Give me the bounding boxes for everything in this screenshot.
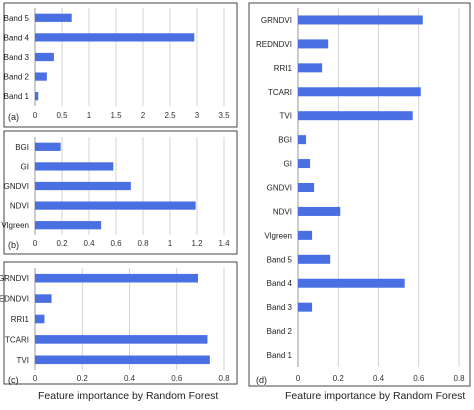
- category-label: TVI: [280, 112, 292, 121]
- category-label: Band 2: [267, 327, 293, 336]
- bar-band-4: [35, 33, 195, 42]
- category-label: Band 4: [267, 279, 293, 288]
- bar-band-4: [298, 278, 405, 288]
- x-tick-label: 0.6: [171, 374, 183, 383]
- bar-grndvi: [35, 273, 199, 283]
- x-tick-label: 1.2: [191, 239, 203, 248]
- left-x-axis-caption: Feature importance by Random Forest: [38, 390, 219, 402]
- x-tick-label: 3.5: [218, 111, 230, 120]
- bar-gndvi: [298, 183, 315, 192]
- category-label: BGI: [278, 136, 292, 145]
- x-tick-label: 0.8: [453, 374, 465, 383]
- bar-band-5: [298, 254, 331, 264]
- bar-gi: [35, 162, 114, 171]
- chart-panel-d: 0 0.2 0.4 0.6 0.8 GRNDVI REDNDVI RRI1 TCARI TVI BG…: [248, 2, 471, 387]
- category-label: Band 3: [4, 53, 30, 62]
- bar-redndvi: [35, 294, 52, 303]
- category-label: TVI: [17, 356, 29, 365]
- x-tick-label: 0.2: [333, 374, 345, 383]
- bar-ndvi: [35, 201, 196, 210]
- category-label: Band 4: [4, 33, 30, 42]
- bar-tvi: [35, 355, 210, 365]
- bar-rri1: [35, 314, 45, 324]
- bar-band-2: [35, 72, 47, 81]
- category-label: TCARI: [268, 88, 292, 97]
- panel-frame: [3, 130, 238, 255]
- category-label: GNDVI: [4, 182, 29, 191]
- bar-grndvi: [298, 15, 423, 25]
- x-tick-label: 0.2: [77, 374, 89, 383]
- right-x-axis-caption: Feature importance by Random Forest: [285, 390, 466, 402]
- x-tick-label: 1.5: [110, 111, 122, 120]
- chart-panel-a: 0 0.5 1 1.5 2 2.5 3 3.5 Band 5 Band 4 Band 3 Band 2…: [3, 2, 238, 128]
- bar-tvi: [298, 111, 413, 121]
- bar-gi: [298, 159, 311, 169]
- category-label: Band 5: [267, 255, 293, 264]
- category-label: NDVI: [273, 207, 292, 216]
- x-tick-label: 1.4: [218, 239, 230, 248]
- panel-label: (a): [8, 112, 19, 122]
- x-tick-label: 0.8: [218, 374, 230, 383]
- x-tick-label: 3: [195, 111, 200, 120]
- chart-panel-b: 0 0.2 0.4 0.6 0.8 1 1.2 1.4 BGI GI GNDVI NDVI Vlgree…: [1, 130, 238, 255]
- bar-ndvi: [298, 206, 341, 216]
- category-label: BGI: [15, 143, 29, 152]
- x-tick-label: 0.6: [413, 374, 425, 383]
- category-label: REDNDVI: [0, 295, 29, 304]
- category-label: RRI1: [11, 315, 30, 324]
- x-tick-label: 0.4: [373, 374, 385, 383]
- panel-frame: [3, 2, 238, 128]
- category-label: Vlgreen: [264, 231, 292, 240]
- category-label: Band 1: [267, 351, 293, 360]
- x-tick-label: 0: [33, 239, 38, 248]
- bar-bgi: [35, 142, 61, 151]
- panel-frame: [248, 2, 471, 387]
- bar-vlgreen: [35, 221, 102, 230]
- bar-band-1: [35, 92, 39, 101]
- category-label: Band 3: [267, 303, 293, 312]
- category-label: Band 5: [4, 14, 30, 23]
- x-tick-label: 0.6: [110, 239, 122, 248]
- bar-tcari: [298, 87, 421, 97]
- bar-tcari: [35, 335, 208, 344]
- category-label: GNDVI: [267, 184, 292, 193]
- category-label: GI: [284, 160, 292, 169]
- bar-vlgreen: [298, 230, 313, 240]
- category-label: Vlgreen: [1, 221, 29, 230]
- bar-band-3: [35, 52, 54, 62]
- category-label: GI: [21, 162, 29, 171]
- x-tick-label: 1: [168, 239, 173, 248]
- category-label: Band 2: [4, 73, 30, 82]
- bar-band-3: [298, 302, 313, 312]
- bar-gndvi: [35, 181, 131, 191]
- category-label: TCARI: [5, 335, 29, 344]
- x-tick-label: 0: [33, 111, 38, 120]
- bar-redndvi: [298, 39, 329, 49]
- x-tick-label: 0.5: [56, 111, 68, 120]
- chart-panel-c: 0 0.2 0.4 0.6 0.8 GRNDVI REDNDVI RRI1 TCARI TVI (c…: [0, 261, 238, 385]
- x-tick-label: 0.4: [83, 239, 95, 248]
- x-tick-label: 0.2: [56, 239, 68, 248]
- panel-label: (b): [8, 240, 19, 250]
- category-label: REDNDVI: [256, 40, 292, 49]
- x-tick-label: 0: [33, 374, 38, 383]
- x-tick-label: 2.5: [164, 111, 176, 120]
- category-label: Band 1: [4, 92, 30, 101]
- category-label: GRNDVI: [261, 16, 292, 25]
- category-label: GRNDVI: [0, 274, 29, 283]
- x-tick-label: 0.4: [124, 374, 136, 383]
- x-tick-label: 0: [296, 374, 301, 383]
- x-tick-label: 2: [141, 111, 146, 120]
- category-label: NDVI: [10, 202, 29, 211]
- panel-label: (d): [256, 375, 267, 385]
- category-label: RRI1: [274, 64, 293, 73]
- bar-rri1: [298, 63, 323, 73]
- x-tick-label: 1: [87, 111, 92, 120]
- panel-label: (c): [8, 375, 19, 385]
- bar-band-5: [35, 13, 72, 22]
- bar-bgi: [298, 135, 307, 145]
- x-tick-label: 0.8: [137, 239, 149, 248]
